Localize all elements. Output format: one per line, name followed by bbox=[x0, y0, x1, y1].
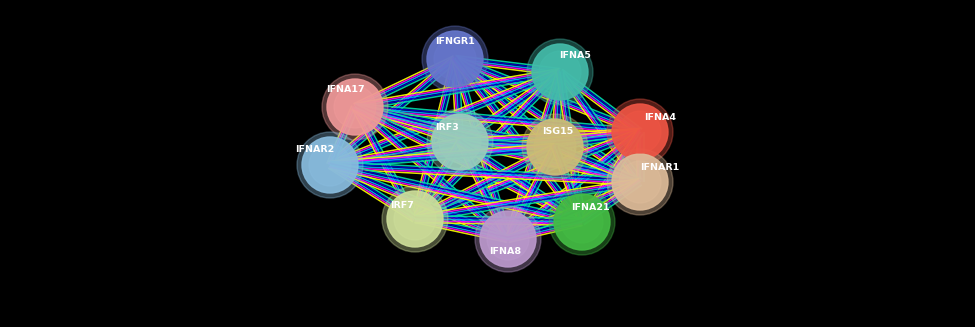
Circle shape bbox=[539, 51, 581, 93]
Circle shape bbox=[334, 86, 376, 128]
Circle shape bbox=[522, 114, 588, 180]
Circle shape bbox=[309, 144, 351, 186]
Circle shape bbox=[422, 26, 488, 92]
Circle shape bbox=[534, 126, 576, 168]
Circle shape bbox=[382, 186, 448, 252]
Circle shape bbox=[619, 161, 661, 203]
Circle shape bbox=[297, 132, 363, 198]
Circle shape bbox=[327, 79, 383, 135]
Circle shape bbox=[527, 39, 593, 105]
Text: ISG15: ISG15 bbox=[542, 127, 573, 135]
Circle shape bbox=[532, 44, 588, 100]
Circle shape bbox=[387, 191, 443, 247]
Circle shape bbox=[612, 104, 668, 160]
Circle shape bbox=[434, 38, 476, 80]
Text: IFNAR1: IFNAR1 bbox=[641, 163, 680, 171]
Text: IFNA5: IFNA5 bbox=[559, 50, 591, 60]
Circle shape bbox=[432, 114, 488, 170]
Text: IRF3: IRF3 bbox=[435, 123, 459, 131]
Circle shape bbox=[487, 218, 529, 260]
Circle shape bbox=[302, 137, 358, 193]
Circle shape bbox=[549, 189, 615, 255]
Circle shape bbox=[561, 201, 603, 243]
Circle shape bbox=[394, 198, 436, 240]
Circle shape bbox=[475, 206, 541, 272]
Circle shape bbox=[322, 74, 388, 140]
Circle shape bbox=[612, 154, 668, 210]
Text: IFNA17: IFNA17 bbox=[326, 85, 365, 95]
Text: IRF7: IRF7 bbox=[390, 200, 414, 210]
Circle shape bbox=[619, 111, 661, 153]
Circle shape bbox=[527, 119, 583, 175]
Text: IFNA4: IFNA4 bbox=[644, 112, 676, 122]
Circle shape bbox=[607, 99, 673, 165]
Text: IFNA8: IFNA8 bbox=[488, 248, 521, 256]
Text: IFNAR2: IFNAR2 bbox=[295, 146, 334, 154]
Circle shape bbox=[480, 211, 536, 267]
Text: IFNA21: IFNA21 bbox=[570, 202, 609, 212]
Circle shape bbox=[439, 121, 481, 163]
Circle shape bbox=[427, 31, 483, 87]
Circle shape bbox=[554, 194, 610, 250]
Circle shape bbox=[427, 109, 493, 175]
Circle shape bbox=[607, 149, 673, 215]
Text: IFNGR1: IFNGR1 bbox=[435, 38, 475, 46]
